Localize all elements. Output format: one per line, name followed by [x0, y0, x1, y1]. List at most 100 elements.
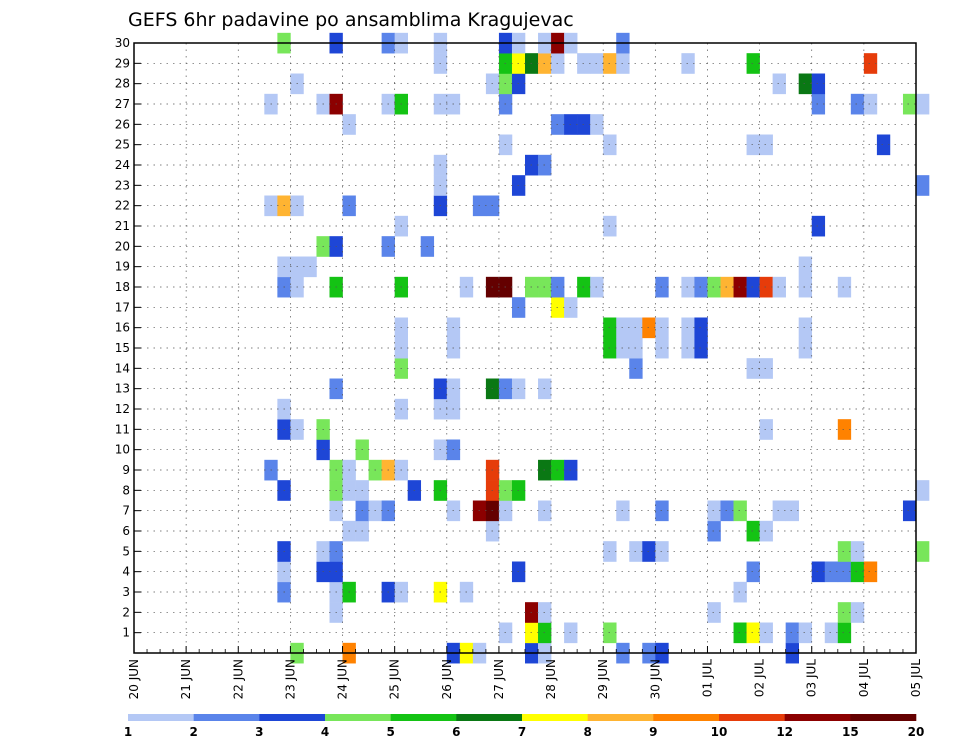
x-axis: 20 JUN 21 JUN 22 JUN 23 JUN 24 JUN 25 JUN 26 J…: [127, 646, 923, 699]
heatmap-cell: [837, 561, 852, 583]
legend-label: 5: [386, 725, 394, 739]
heatmap-cell: [785, 622, 799, 644]
x-tick-label: 23 JUN: [283, 659, 297, 699]
heatmap-cell: [837, 602, 852, 623]
x-tick-label: 27 JUN: [492, 659, 506, 699]
heatmap-cell: [681, 337, 695, 359]
heatmap-cell: [694, 317, 708, 339]
heatmap-cell: [746, 276, 760, 298]
legend-label: 15: [842, 725, 859, 739]
x-tick-label: 05 JUL: [909, 659, 923, 697]
legend-swatch: [653, 714, 720, 721]
heatmap-cell: [850, 93, 865, 115]
x-tick-label: 26 JUN: [440, 659, 454, 699]
x-tick-label: 30 JUN: [648, 659, 662, 699]
x-tick-label: 03 JUL: [805, 659, 819, 697]
y-tick-label: 2: [122, 605, 130, 619]
heatmap-cell: [733, 500, 747, 522]
y-tick-label: 20: [115, 239, 130, 253]
x-tick-label: 24 JUN: [336, 659, 350, 699]
heatmap-cell: [733, 276, 747, 298]
heatmap-cell: [733, 581, 747, 603]
y-tick-label: 29: [115, 56, 130, 70]
heatmap-cell: [681, 317, 695, 339]
y-tick-label: 9: [122, 463, 130, 477]
y-axis: 1234567891011121314151617181920212223242…: [115, 36, 141, 640]
x-tick-label: 28 JUN: [544, 659, 558, 699]
heatmap-cell: [850, 541, 865, 562]
x-tick-label: 21 JUN: [179, 659, 193, 699]
heatmap-cell: [681, 53, 695, 74]
x-tick-label: 02 JUL: [753, 659, 767, 697]
heatmap-cell: [772, 276, 786, 298]
heatmap-cell: [837, 276, 852, 298]
heatmap-cell: [772, 73, 786, 95]
heatmap-cell: [798, 73, 813, 95]
legend-swatch: [456, 714, 523, 721]
heatmap-cell: [772, 500, 786, 522]
y-tick-label: 8: [122, 483, 130, 497]
heatmap-cell: [746, 561, 760, 583]
y-tick-label: 3: [122, 585, 130, 599]
heatmap-cell: [707, 276, 721, 298]
legend-label: 20: [908, 725, 925, 739]
heatmap-cell: [746, 134, 760, 156]
legend-label: 4: [321, 725, 329, 739]
color-legend: 1 2 3 4 5 6 7 8 9 10 12 15 20: [124, 714, 925, 739]
heatmap-cell: [746, 622, 760, 644]
y-tick-label: 4: [122, 565, 130, 579]
heatmap-cell: [850, 561, 865, 583]
legend-label: 1: [124, 725, 132, 739]
x-tick-label: 01 JUL: [700, 659, 714, 697]
heatmap-cell: [837, 622, 852, 644]
legend-swatch: [587, 714, 654, 721]
legend-swatch: [850, 714, 917, 721]
heatmap-cell: [863, 561, 878, 583]
heatmap-cell: [746, 520, 760, 542]
heatmap-cell: [720, 276, 734, 298]
heatmap-cell: [707, 520, 721, 542]
legend-swatch: [522, 714, 588, 721]
legend-label: 12: [776, 725, 793, 739]
heatmap-cell: [837, 541, 852, 562]
legend-swatch: [193, 714, 260, 721]
legend-swatch: [390, 714, 457, 721]
y-tick-label: 7: [122, 504, 130, 518]
heatmap-cell: [811, 93, 826, 115]
heatmap-cell: [759, 419, 773, 440]
heatmap-cell: [681, 276, 695, 298]
y-tick-label: 18: [115, 280, 130, 294]
legend-label: 6: [452, 725, 460, 739]
legend-label: 2: [189, 725, 197, 739]
y-tick-label: 30: [115, 36, 130, 50]
y-tick-label: 1: [122, 626, 130, 640]
legend-swatch: [128, 714, 194, 721]
heatmap-cell: [863, 93, 878, 115]
heatmap-cell: [707, 602, 721, 623]
y-tick-label: 15: [115, 341, 130, 355]
chart-title: GEFS 6hr padavine po ansamblima Kragujev…: [128, 9, 574, 31]
grid-lines: [134, 42, 916, 653]
y-tick-label: 22: [115, 199, 130, 213]
heatmap-cell: [759, 358, 773, 379]
y-tick-label: 11: [115, 422, 130, 436]
y-tick-label: 12: [115, 402, 130, 416]
heatmap-cell: [916, 541, 930, 562]
heatmap-cell: [694, 337, 708, 359]
heatmap-cells: [264, 32, 930, 664]
heatmap-cell: [746, 53, 760, 74]
heatmap-cell: [798, 622, 813, 644]
x-tick-label: 29 JUN: [596, 659, 610, 699]
heatmap-cell: [824, 561, 839, 583]
y-tick-label: 16: [115, 321, 130, 335]
legend-label: 9: [649, 725, 657, 739]
y-tick-label: 23: [115, 178, 130, 192]
heatmap-cell: [746, 358, 760, 379]
heatmap-cell: [798, 276, 813, 298]
heatmap-cell: [733, 622, 747, 644]
heatmap-cell: [902, 500, 917, 522]
x-tick-label: 20 JUN: [127, 659, 141, 699]
legend-swatch: [259, 714, 326, 721]
legend-swatch: [325, 714, 391, 721]
